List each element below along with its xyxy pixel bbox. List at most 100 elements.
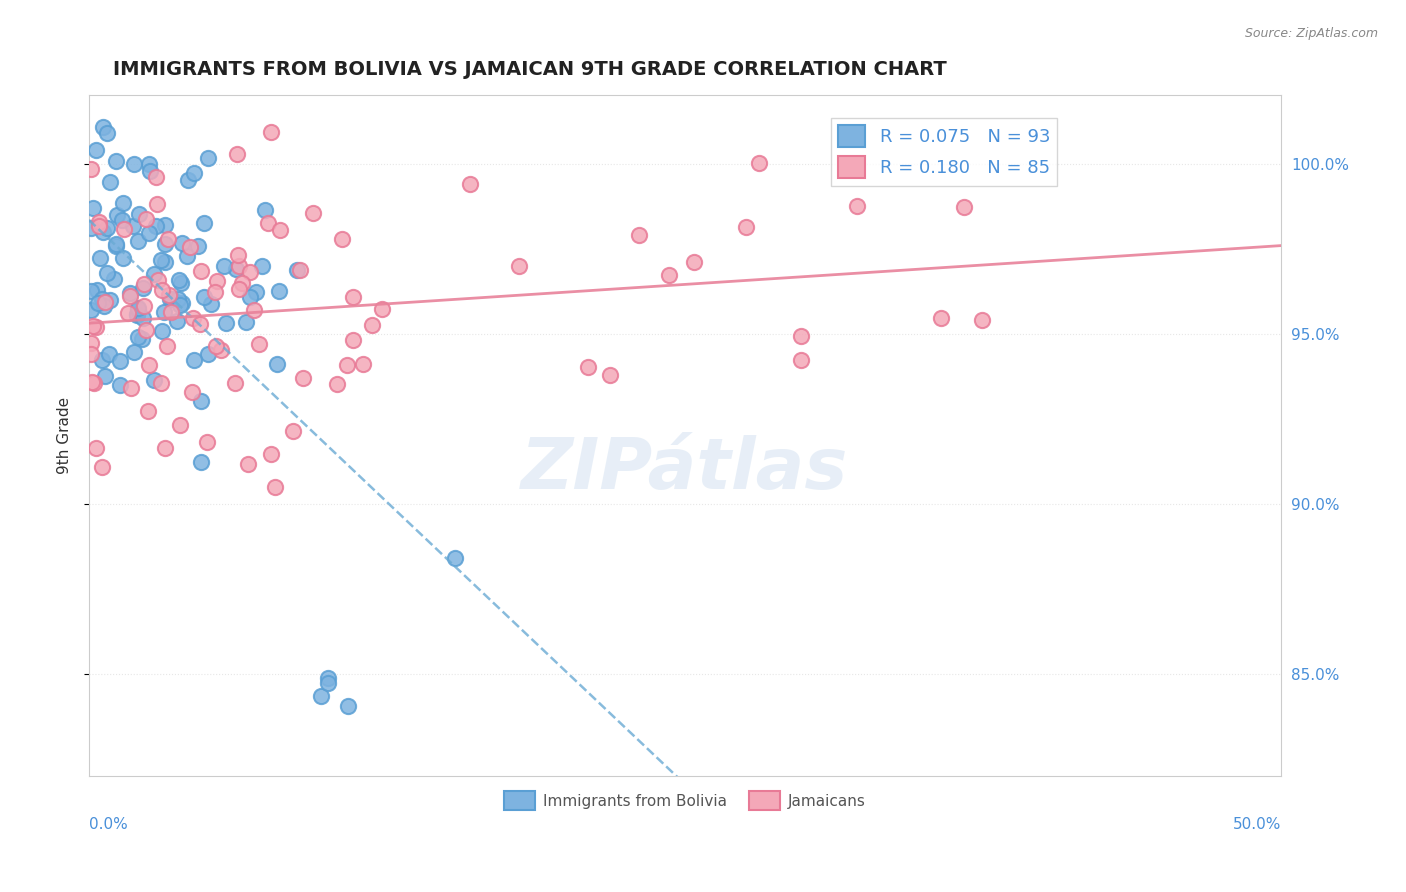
Point — [98, 175, 121, 189]
Point — [96, 266, 118, 280]
Point — [103, 272, 125, 286]
Point — [80, 161, 103, 176]
Point — [156, 339, 179, 353]
Point — [160, 292, 183, 306]
Point — [155, 255, 177, 269]
Point — [371, 301, 394, 316]
Point — [190, 455, 212, 469]
Point — [239, 290, 262, 304]
Point — [683, 254, 706, 268]
Point — [84, 143, 107, 157]
Point — [93, 225, 115, 239]
Point — [235, 315, 257, 329]
Point — [94, 295, 117, 310]
Point — [845, 198, 868, 212]
Point — [127, 235, 149, 249]
Point — [132, 280, 155, 294]
Point — [136, 404, 159, 418]
Point — [789, 352, 811, 367]
Point — [228, 282, 250, 296]
Point — [149, 252, 172, 267]
Point — [82, 375, 104, 389]
Point — [789, 329, 811, 343]
Point — [285, 263, 308, 277]
Point — [352, 357, 374, 371]
Point — [138, 358, 160, 372]
Point — [302, 206, 325, 220]
Point — [167, 273, 190, 287]
Point — [127, 301, 149, 315]
Point — [181, 310, 204, 325]
Point — [152, 324, 174, 338]
Point — [80, 220, 103, 235]
Point — [200, 297, 222, 311]
Point — [243, 302, 266, 317]
Point — [80, 303, 103, 318]
Point — [120, 285, 142, 300]
Point — [190, 264, 212, 278]
Point — [117, 306, 139, 320]
Point — [170, 296, 193, 310]
Point — [153, 236, 176, 251]
Point — [127, 303, 149, 318]
Point — [104, 237, 127, 252]
Point — [311, 689, 333, 703]
Point — [122, 157, 145, 171]
Point — [91, 460, 114, 475]
Point — [193, 290, 215, 304]
Point — [153, 305, 176, 319]
Point — [87, 214, 110, 228]
Point — [120, 289, 142, 303]
Point — [336, 359, 359, 373]
Point — [93, 299, 115, 313]
Point — [290, 262, 312, 277]
Point — [98, 293, 121, 307]
Point — [166, 314, 188, 328]
Point — [110, 213, 132, 227]
Point — [748, 156, 770, 170]
Point — [159, 305, 181, 319]
Point — [259, 126, 281, 140]
Point — [138, 157, 160, 171]
Point — [734, 219, 756, 234]
Y-axis label: 9th Grade: 9th Grade — [58, 397, 72, 475]
Point — [257, 216, 280, 230]
Point — [108, 378, 131, 392]
Point — [155, 441, 177, 455]
Point — [128, 207, 150, 221]
Point — [80, 347, 103, 361]
Point — [131, 332, 153, 346]
Point — [91, 120, 114, 135]
Point — [236, 457, 259, 471]
Point — [121, 219, 143, 234]
Point — [225, 262, 247, 277]
Point — [193, 216, 215, 230]
Point — [239, 265, 262, 279]
Point — [627, 227, 650, 242]
Point — [83, 376, 105, 391]
Point — [157, 287, 180, 301]
Point — [458, 178, 481, 192]
Point — [96, 126, 118, 140]
Point — [269, 223, 291, 237]
Point — [132, 311, 155, 326]
Point — [197, 151, 219, 165]
Point — [207, 274, 229, 288]
Point — [104, 154, 127, 169]
Point — [195, 434, 218, 449]
Point — [86, 319, 108, 334]
Point — [87, 219, 110, 234]
Point — [170, 276, 193, 290]
Point — [231, 276, 253, 290]
Point — [177, 173, 200, 187]
Point — [91, 353, 114, 368]
Point — [215, 316, 238, 330]
Point — [96, 221, 118, 235]
Point — [87, 295, 110, 310]
Point — [159, 292, 181, 306]
Point — [291, 371, 314, 385]
Point — [139, 163, 162, 178]
Point — [929, 311, 952, 326]
Point — [169, 417, 191, 432]
Point — [316, 671, 339, 685]
